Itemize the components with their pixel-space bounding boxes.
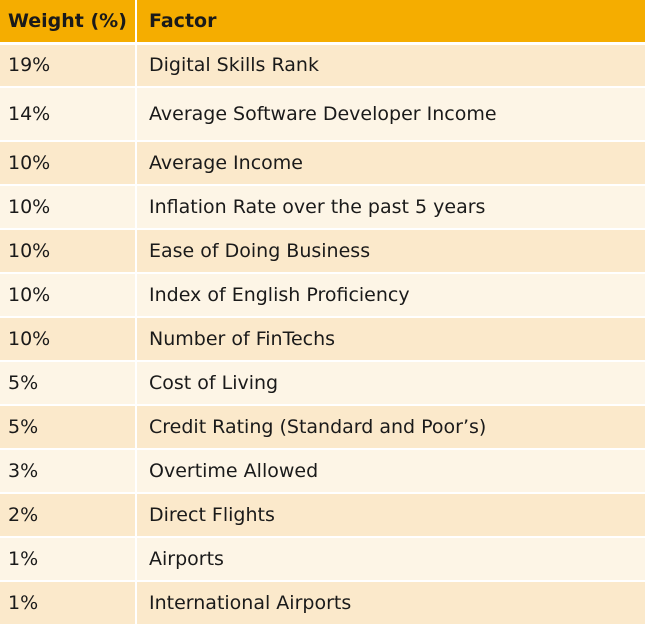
weight-cell: 10% [0, 317, 137, 362]
table-row: 3% Overtime Allowed [0, 449, 645, 494]
table-row: 10% Number of FinTechs [0, 317, 645, 362]
table-row: 1% International Airports [0, 581, 645, 626]
table-row: 1% Airports [0, 537, 645, 582]
table-row: 5% Cost of Living [0, 361, 645, 406]
table-row: 10% Ease of Doing Business [0, 229, 645, 274]
factor-cell: International Airports [136, 581, 645, 626]
weight-cell: 19% [0, 43, 137, 88]
weight-cell: 10% [0, 185, 137, 230]
factor-cell: Overtime Allowed [136, 449, 645, 494]
table-row: 10% Average Income [0, 141, 645, 186]
weight-cell: 14% [0, 87, 137, 142]
weight-cell: 10% [0, 229, 137, 274]
factor-cell: Index of English Proficiency [136, 273, 645, 318]
factor-cell: Ease of Doing Business [136, 229, 645, 274]
factor-cell: Credit Rating (Standard and Poor’s) [136, 405, 645, 450]
header-row: Weight (%) Factor [0, 0, 645, 45]
header-factor: Factor [136, 0, 645, 45]
factor-cell: Number of FinTechs [136, 317, 645, 362]
weight-cell: 1% [0, 581, 137, 626]
table-body: 19% Digital Skills Rank 14% Average Soft… [0, 43, 645, 626]
weight-cell: 1% [0, 537, 137, 582]
factor-cell: Cost of Living [136, 361, 645, 406]
table-row: 10% Inflation Rate over the past 5 years [0, 185, 645, 230]
factor-cell: Inflation Rate over the past 5 years [136, 185, 645, 230]
table-row: 14% Average Software Developer Income [0, 87, 645, 142]
weight-cell: 3% [0, 449, 137, 494]
table-row: 10% Index of English Proficiency [0, 273, 645, 318]
table-row: 2% Direct Flights [0, 493, 645, 538]
table-row: 19% Digital Skills Rank [0, 43, 645, 88]
factor-cell: Direct Flights [136, 493, 645, 538]
weight-cell: 5% [0, 405, 137, 450]
factor-cell: Digital Skills Rank [136, 43, 645, 88]
factor-cell: Average Income [136, 141, 645, 186]
header-weight: Weight (%) [0, 0, 137, 45]
table-row: 5% Credit Rating (Standard and Poor’s) [0, 405, 645, 450]
weight-cell: 10% [0, 273, 137, 318]
table-header: Weight (%) Factor [0, 0, 645, 45]
weight-cell: 10% [0, 141, 137, 186]
factor-cell: Airports [136, 537, 645, 582]
weight-cell: 2% [0, 493, 137, 538]
factor-cell: Average Software Developer Income [136, 87, 645, 142]
weight-cell: 5% [0, 361, 137, 406]
